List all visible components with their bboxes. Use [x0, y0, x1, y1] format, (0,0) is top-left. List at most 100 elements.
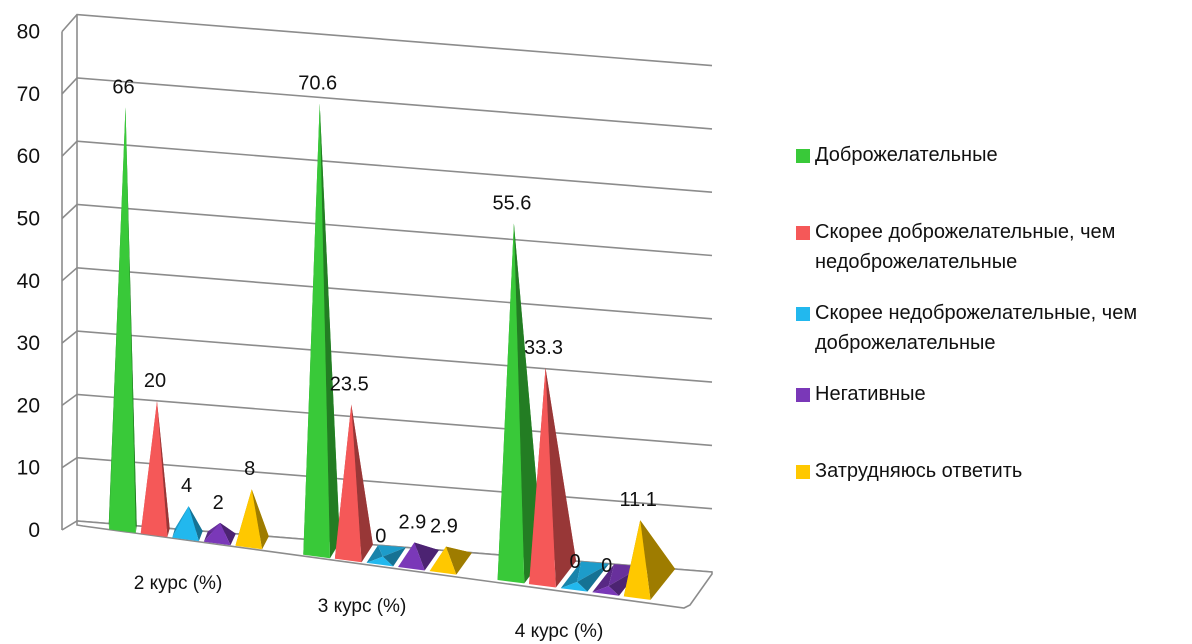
bar-face: [446, 546, 472, 575]
bar-face: [366, 545, 383, 563]
bar-face: [303, 103, 330, 559]
bar-face: [334, 404, 362, 563]
bar: [334, 404, 373, 563]
bars: [108, 103, 676, 600]
x-category-label: 4 курс (%): [515, 621, 604, 642]
data-label: 8: [244, 458, 255, 480]
data-label: 2.9: [398, 511, 426, 533]
data-label: 33.3: [524, 337, 563, 359]
bar-face: [235, 489, 263, 550]
bar: [497, 223, 544, 584]
bar: [623, 520, 676, 600]
gridline: [61, 393, 713, 447]
bar-face: [140, 401, 168, 537]
data-label: 4: [181, 475, 192, 497]
bar-face: [203, 522, 221, 542]
bar-face: [545, 368, 577, 588]
bar-face: [640, 520, 676, 600]
y-tick-label: 0: [28, 519, 40, 542]
bar-face: [157, 401, 170, 537]
data-label: 70.6: [298, 73, 337, 95]
data-label: 0: [570, 551, 581, 573]
bar-face: [560, 581, 588, 592]
bar-face: [414, 542, 439, 571]
gridline: [61, 77, 713, 130]
bar: [235, 489, 269, 550]
legend-swatch: [796, 388, 810, 402]
gridline: [61, 203, 713, 257]
y-tick-label: 70: [17, 83, 40, 106]
legend-swatch: [796, 149, 810, 163]
data-label: 23.5: [330, 373, 369, 395]
bar: [429, 546, 472, 575]
gridline: [61, 330, 713, 383]
bar-face: [577, 561, 610, 582]
y-axis: 0 10 20 30 40 50 60 70 80: [17, 21, 40, 542]
bar: [203, 522, 236, 546]
data-label: 55.6: [492, 192, 531, 214]
data-label: 0: [375, 526, 386, 548]
y-tick-label: 60: [17, 145, 40, 168]
y-tick-label: 30: [17, 332, 40, 355]
bar-face: [497, 223, 525, 584]
bar: [303, 103, 340, 559]
bar: [172, 506, 203, 542]
bar-face: [319, 103, 340, 559]
legend-label: Негативные: [815, 383, 926, 405]
legend-swatch: [796, 465, 810, 479]
bar-face: [172, 506, 199, 542]
legend-swatch: [796, 307, 810, 321]
data-label: 11.1: [619, 489, 656, 511]
x-category-label: 2 курс (%): [134, 573, 223, 594]
bar-face: [351, 404, 373, 563]
data-label: 20: [144, 370, 166, 392]
bar-face: [560, 561, 582, 589]
legend-item: Негативные: [796, 379, 1155, 409]
legend-label: Затрудняюсь ответить: [815, 460, 1023, 482]
bar-face: [188, 506, 203, 542]
bar-face: [513, 223, 544, 584]
legend-item: Скорее недоброжелательные, чем доброжела…: [796, 298, 1155, 358]
bar-face: [592, 564, 615, 593]
bar: [366, 545, 406, 567]
y-tick-label: 10: [17, 457, 40, 480]
legend-item: Скорее доброжелательные, чем недоброжела…: [796, 217, 1155, 277]
gridline: [61, 140, 713, 193]
bar-face: [109, 107, 136, 533]
data-label: 66: [112, 76, 134, 98]
gridline: [61, 266, 713, 320]
bar: [529, 368, 577, 588]
data-label: 2.9: [430, 516, 458, 538]
y-tick-label: 40: [17, 270, 40, 293]
y-tick-label: 50: [17, 208, 40, 231]
legend-item: Доброжелательные: [796, 140, 1155, 170]
bar-face: [398, 542, 425, 571]
legend-label: Скорее доброжелательные, чем недоброжела…: [815, 221, 1116, 273]
bar-face: [203, 522, 231, 546]
x-category-label: 3 курс (%): [318, 596, 407, 617]
data-label: 0: [601, 555, 612, 577]
bar-face: [592, 586, 619, 596]
legend-label: Доброжелательные: [815, 144, 998, 166]
y-tick-label: 20: [17, 394, 40, 417]
bar-face: [366, 556, 394, 567]
bar: [560, 561, 610, 592]
bar-face: [251, 489, 269, 550]
y-tick-label: 80: [17, 21, 40, 44]
legend-item: Затрудняюсь ответить: [796, 456, 1155, 486]
x-axis: 2 курс (%) 3 курс (%) 4 курс (%): [134, 573, 604, 642]
bar-face: [125, 107, 137, 533]
legend-swatch: [796, 226, 810, 240]
bar-face: [382, 547, 406, 567]
gridline: [61, 13, 713, 67]
bar: [140, 401, 170, 537]
bar: [398, 542, 439, 571]
bar-face: [577, 563, 610, 592]
legend-label: Скорее недоброжелательные, чем доброжела…: [815, 302, 1138, 354]
bar-face: [429, 546, 457, 575]
data-label: 2: [213, 492, 224, 514]
bar-face: [220, 522, 236, 546]
bar-face: [529, 368, 556, 588]
